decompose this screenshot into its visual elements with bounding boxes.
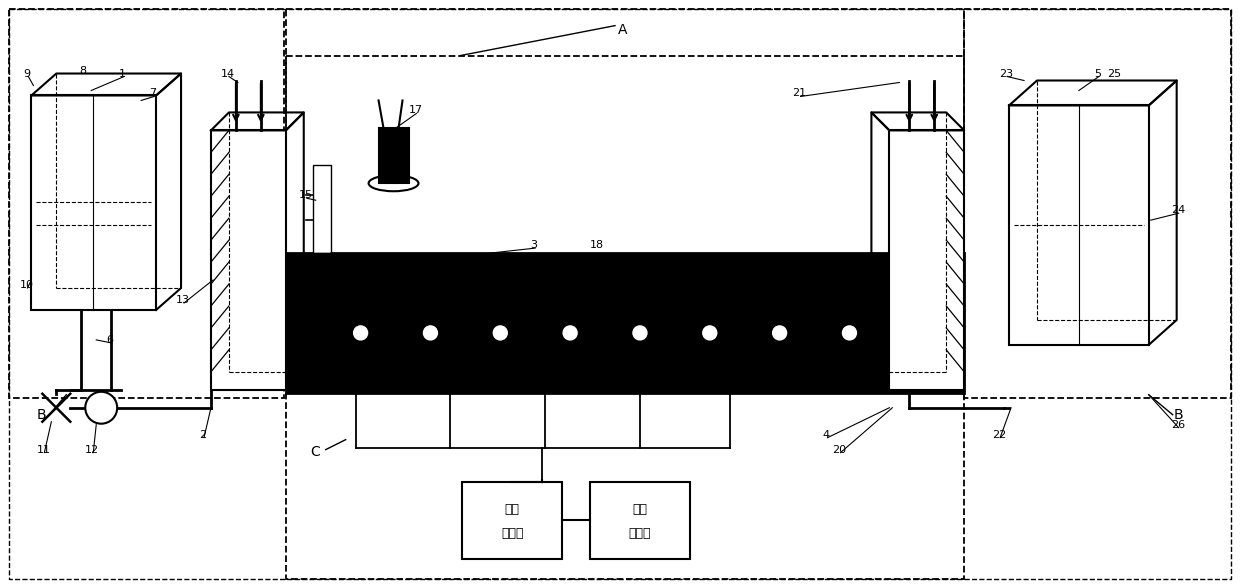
Circle shape xyxy=(563,326,577,340)
Text: 8: 8 xyxy=(79,65,87,75)
Text: 13: 13 xyxy=(176,295,190,305)
Circle shape xyxy=(86,392,118,424)
Text: 处理器: 处理器 xyxy=(629,527,651,540)
Text: 17: 17 xyxy=(408,105,423,115)
Circle shape xyxy=(424,326,438,340)
Text: 11: 11 xyxy=(36,445,51,455)
Bar xyxy=(10,9,284,397)
Circle shape xyxy=(353,326,367,340)
Bar xyxy=(285,253,965,393)
Text: 6: 6 xyxy=(107,335,113,345)
Circle shape xyxy=(494,326,507,340)
Circle shape xyxy=(773,326,786,340)
Text: 采集仪: 采集仪 xyxy=(501,527,523,540)
Text: 10: 10 xyxy=(20,280,33,290)
Bar xyxy=(211,131,285,390)
Bar xyxy=(285,55,965,303)
Text: 21: 21 xyxy=(792,88,807,98)
Text: 24: 24 xyxy=(1171,205,1185,215)
Text: 2: 2 xyxy=(198,430,206,440)
Bar xyxy=(285,306,965,579)
Text: 数据: 数据 xyxy=(632,503,647,516)
Text: 26: 26 xyxy=(1171,420,1185,430)
Bar xyxy=(590,482,689,559)
Text: 22: 22 xyxy=(992,430,1007,440)
Text: 25: 25 xyxy=(1107,69,1121,79)
Text: 15: 15 xyxy=(299,191,312,201)
Text: P: P xyxy=(97,413,104,423)
Text: 19: 19 xyxy=(449,365,463,375)
Text: A: A xyxy=(618,23,627,36)
Text: B: B xyxy=(36,407,46,422)
Circle shape xyxy=(632,326,647,340)
Text: 16: 16 xyxy=(348,262,362,272)
Bar xyxy=(312,165,331,253)
Bar xyxy=(889,131,965,390)
Text: 数据: 数据 xyxy=(505,503,520,516)
Text: 1: 1 xyxy=(119,69,126,79)
Text: 9: 9 xyxy=(24,69,31,79)
Text: B: B xyxy=(1174,407,1183,422)
Text: C: C xyxy=(311,445,320,459)
Text: 20: 20 xyxy=(832,445,847,455)
Bar xyxy=(31,95,156,310)
Text: 5: 5 xyxy=(1094,69,1101,79)
Text: 3: 3 xyxy=(531,240,537,250)
Text: 14: 14 xyxy=(221,69,236,79)
Bar xyxy=(378,128,408,183)
Circle shape xyxy=(703,326,717,340)
Bar xyxy=(965,9,1230,397)
Bar xyxy=(1009,105,1148,345)
Text: 18: 18 xyxy=(590,240,604,250)
Text: 12: 12 xyxy=(86,445,99,455)
Bar xyxy=(285,9,965,306)
Circle shape xyxy=(842,326,857,340)
Text: 7: 7 xyxy=(149,88,156,98)
Text: 23: 23 xyxy=(999,69,1013,79)
Bar xyxy=(463,482,562,559)
Text: 4: 4 xyxy=(822,430,830,440)
